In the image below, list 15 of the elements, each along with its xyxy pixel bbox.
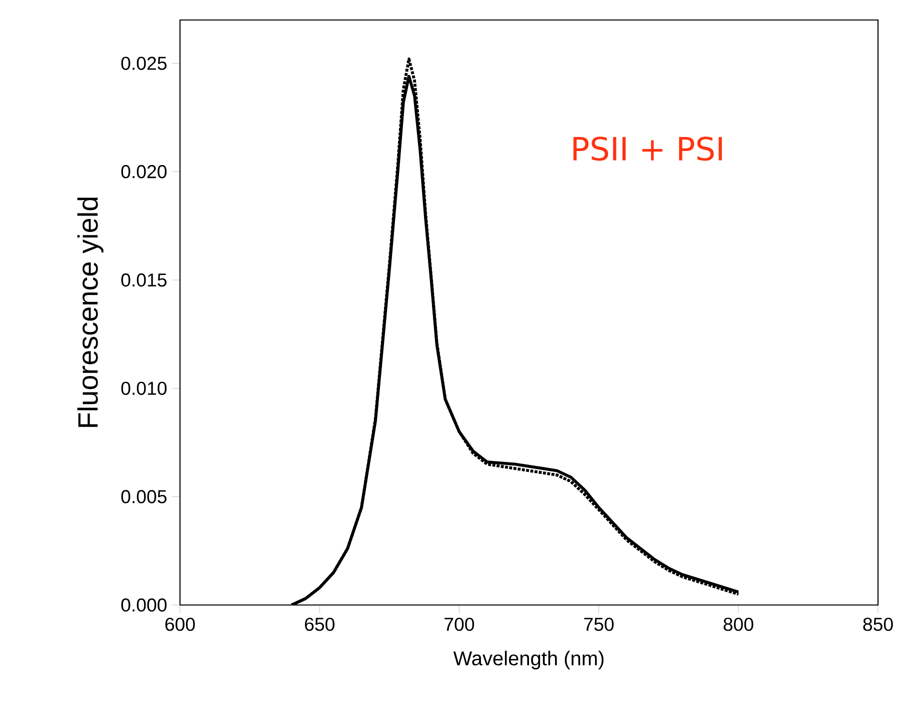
y-tick-label: 0.020 (121, 165, 167, 178)
y-tick-label: 0.005 (121, 490, 166, 504)
x-tick-label: 800 (724, 618, 754, 631)
annotation: PSII + PSI (573, 136, 722, 161)
x-tick-label: 700 (444, 618, 474, 631)
y-axis-title: Fluorescence yield (77, 198, 104, 427)
x-tick-label: 850 (863, 618, 893, 631)
y-tick-label: 0.015 (121, 273, 166, 287)
x-tick-label: 600 (165, 618, 195, 631)
y-tick-label: 0.000 (121, 598, 167, 612)
y-tick-label: 0.010 (121, 382, 167, 395)
x-axis-title: Wavelength (nm) (453, 650, 604, 670)
x-tick-label: 750 (584, 618, 614, 631)
x-tick-label: 650 (304, 618, 334, 631)
y-tick-label: 0.025 (121, 56, 166, 70)
